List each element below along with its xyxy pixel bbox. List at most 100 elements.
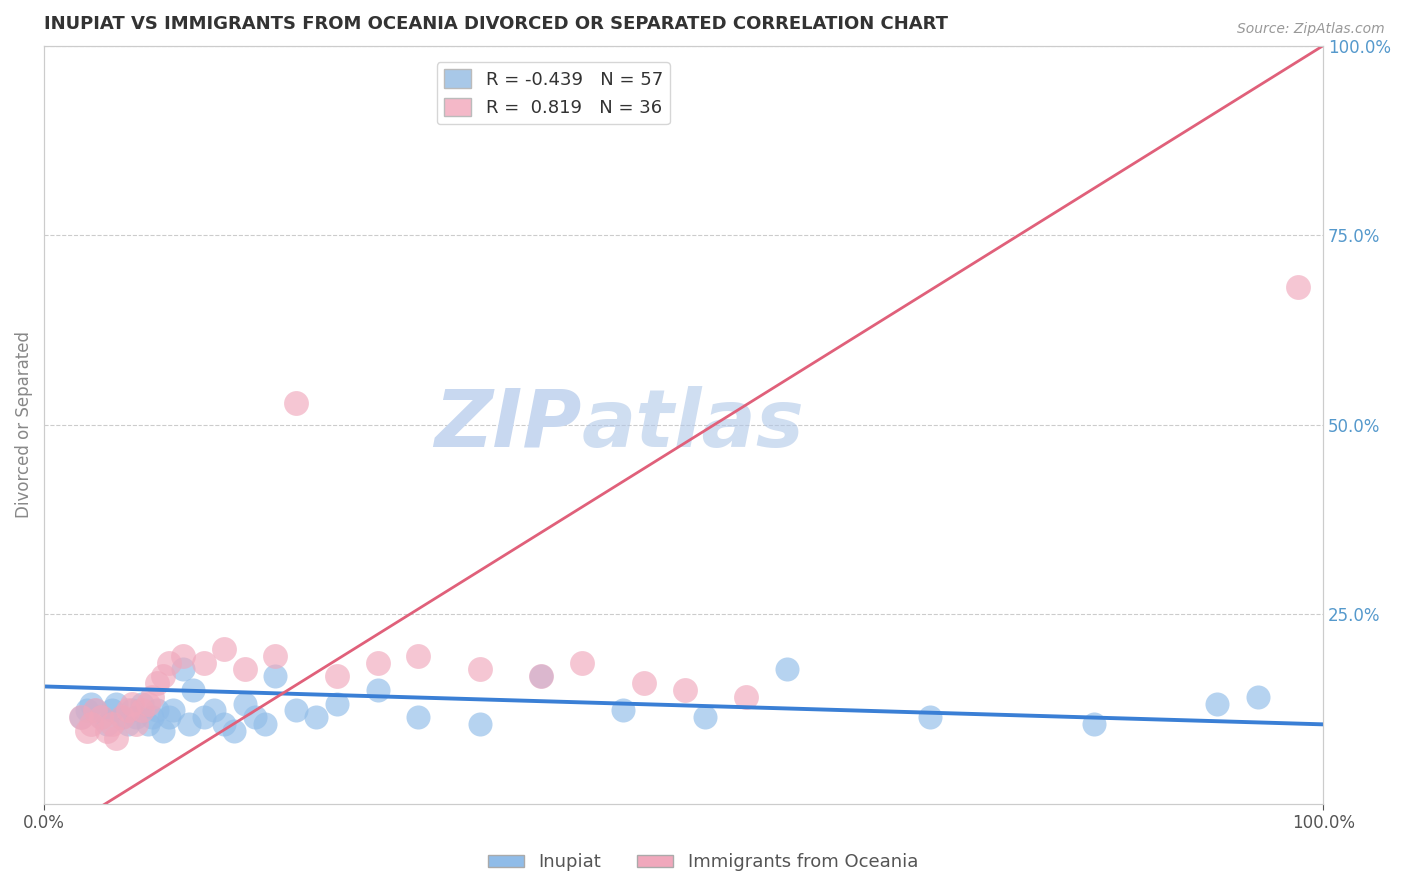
Point <box>77 683 100 698</box>
Point <box>1056 698 1078 713</box>
Point <box>77 675 100 690</box>
Point <box>1299 714 1322 728</box>
Point <box>672 698 695 713</box>
Legend: R = -0.439   N = 57, R =  0.819   N = 36: R = -0.439 N = 57, R = 0.819 N = 36 <box>437 62 671 125</box>
Point <box>142 638 165 652</box>
Point <box>142 675 165 690</box>
Point <box>250 623 273 637</box>
Point <box>59 683 82 698</box>
Point <box>1209 714 1232 728</box>
Point <box>1184 706 1206 720</box>
Point <box>187 690 209 705</box>
Point <box>56 706 79 720</box>
Point <box>39 690 62 705</box>
Point <box>94 690 117 705</box>
Point <box>173 342 195 356</box>
Point <box>928 668 950 682</box>
Point <box>117 630 139 644</box>
Point <box>160 645 183 659</box>
Point <box>84 690 107 705</box>
Point <box>569 690 592 705</box>
Point <box>1274 706 1296 720</box>
Point <box>353 630 375 644</box>
Point <box>69 698 91 713</box>
Point <box>288 698 311 713</box>
Point <box>44 706 66 720</box>
Point <box>73 698 96 713</box>
Point <box>1108 706 1130 720</box>
Legend: Inupiat, Immigrants from Oceania: Inupiat, Immigrants from Oceania <box>481 847 925 879</box>
Point <box>87 683 110 698</box>
Text: INUPIAT VS IMMIGRANTS FROM OCEANIA DIVORCED OR SEPARATED CORRELATION CHART: INUPIAT VS IMMIGRANTS FROM OCEANIA DIVOR… <box>44 15 948 33</box>
Y-axis label: Divorced or Separated: Divorced or Separated <box>15 331 32 518</box>
Point <box>39 690 62 705</box>
Point <box>378 683 401 698</box>
Point <box>135 706 157 720</box>
Point <box>200 675 222 690</box>
Point <box>48 683 70 698</box>
Point <box>1056 706 1078 720</box>
Point <box>225 660 247 674</box>
Point <box>953 675 976 690</box>
Point <box>429 690 451 705</box>
Point <box>52 690 75 705</box>
Point <box>103 638 125 652</box>
Text: atlas: atlas <box>581 386 804 464</box>
Point <box>775 668 797 682</box>
Point <box>391 653 413 667</box>
Point <box>200 645 222 659</box>
Point <box>90 706 112 720</box>
Point <box>52 690 75 705</box>
Point <box>82 698 104 713</box>
Point <box>416 660 439 674</box>
Point <box>173 683 195 698</box>
Point <box>800 213 823 227</box>
Point <box>160 623 183 637</box>
Point <box>1146 698 1168 713</box>
Point <box>129 698 152 713</box>
Point <box>328 645 350 659</box>
Text: Source: ZipAtlas.com: Source: ZipAtlas.com <box>1237 22 1385 37</box>
Point <box>225 630 247 644</box>
Point <box>1249 706 1271 720</box>
Point <box>48 683 70 698</box>
Point <box>45 675 67 690</box>
Point <box>56 698 79 713</box>
Point <box>84 668 107 682</box>
Point <box>250 690 273 705</box>
Point <box>60 714 83 728</box>
Point <box>288 638 311 652</box>
Point <box>72 675 94 690</box>
Point <box>456 668 478 682</box>
Point <box>59 698 82 713</box>
Point <box>825 675 848 690</box>
Point <box>65 690 87 705</box>
Point <box>72 683 94 698</box>
Point <box>110 660 132 674</box>
Point <box>117 690 139 705</box>
Point <box>865 675 887 690</box>
Point <box>87 653 110 667</box>
Point <box>107 698 129 713</box>
Point <box>155 698 177 713</box>
Point <box>73 690 96 705</box>
Point <box>328 645 350 659</box>
Point <box>90 645 112 659</box>
Point <box>82 675 104 690</box>
Point <box>69 683 91 698</box>
Point <box>94 630 117 644</box>
Point <box>1249 698 1271 713</box>
Point <box>993 706 1015 720</box>
Point <box>481 638 503 652</box>
Point <box>65 690 87 705</box>
Point <box>103 623 125 637</box>
Point <box>45 698 67 713</box>
Point <box>60 675 83 690</box>
Point <box>148 690 170 705</box>
Point <box>44 683 66 698</box>
Point <box>129 615 152 629</box>
Point <box>122 683 145 698</box>
Point <box>97 683 120 698</box>
Text: ZIP: ZIP <box>434 386 581 464</box>
Point <box>749 675 772 690</box>
